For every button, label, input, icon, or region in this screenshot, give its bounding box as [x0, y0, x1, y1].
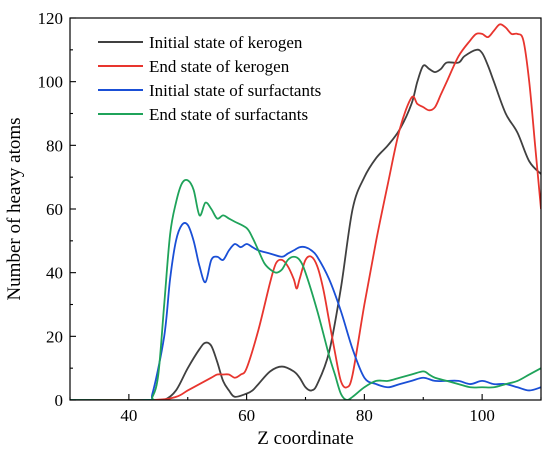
- y-tick-label: 120: [38, 9, 64, 28]
- y-tick-label: 60: [46, 200, 63, 219]
- x-tick-label: 60: [238, 406, 255, 425]
- plot-lines: [70, 23, 541, 400]
- legend-label-1: Initial state of kerogen: [149, 33, 303, 52]
- legend-label-3: Initial state of surfactants: [149, 81, 321, 100]
- x-tick-label: 80: [356, 406, 373, 425]
- series-line-1: [70, 48, 541, 400]
- y-tick-label: 100: [38, 73, 64, 92]
- x-axis-label: Z coordinate: [257, 428, 354, 449]
- legend-label-4: End state of surfactants: [149, 105, 308, 124]
- y-tick-label: 0: [55, 391, 64, 410]
- series-line-3: [70, 222, 541, 400]
- y-tick-label: 20: [46, 327, 63, 346]
- x-axis-ticks: 40 60 80 100: [69, 394, 542, 425]
- x-tick-label: 40: [120, 406, 137, 425]
- x-tick-label: 100: [469, 406, 495, 425]
- legend-label-2: End state of kerogen: [149, 57, 290, 76]
- legend: Initial state of kerogen End state of ker…: [98, 33, 321, 124]
- y-axis-label: Number of heavy atoms: [4, 117, 25, 300]
- y-axis-ticks: 0 20 40 60 80 100 120: [38, 9, 76, 410]
- y-tick-label: 40: [46, 264, 63, 283]
- plot-frame: [69, 17, 542, 401]
- y-tick-label: 80: [46, 136, 63, 155]
- series-line-2: [70, 23, 541, 400]
- series-line-4: [70, 178, 541, 400]
